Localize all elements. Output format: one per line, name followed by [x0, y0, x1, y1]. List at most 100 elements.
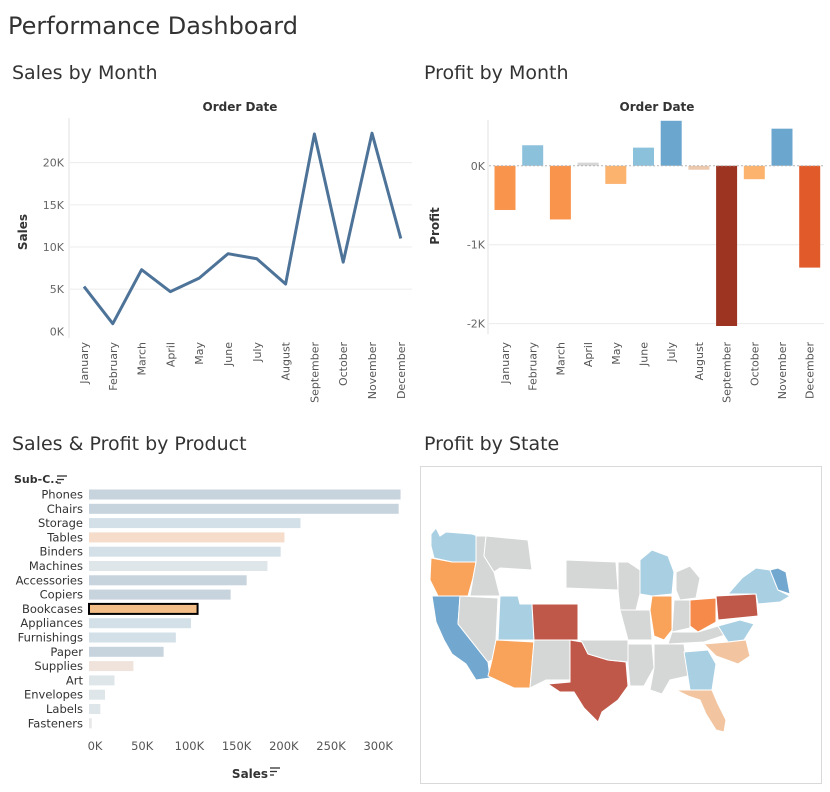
- product-bar[interactable]: [89, 661, 134, 672]
- product-bar[interactable]: [89, 503, 399, 514]
- dashboard-title: Performance Dashboard: [8, 12, 298, 40]
- state-michigan[interactable]: [675, 565, 701, 601]
- profit-y-axis-label: Profit: [428, 207, 442, 245]
- profit-bar[interactable]: [799, 165, 821, 268]
- sales-x-tick-label: July: [251, 342, 264, 363]
- profit-bar[interactable]: [771, 128, 793, 166]
- product-x-tick-label: 200K: [269, 739, 299, 753]
- sales-x-tick-label: November: [366, 342, 379, 400]
- product-category-label: Tables: [46, 530, 83, 544]
- state-georgia[interactable]: [683, 649, 717, 691]
- state-arkansas[interactable]: [627, 643, 655, 687]
- profit-x-tick-label: July: [665, 342, 678, 363]
- product-category-label: Labels: [46, 702, 83, 716]
- sub-category-header[interactable]: Sub-C..: [14, 473, 59, 486]
- profit-x-tick-label: February: [527, 342, 540, 391]
- product-category-label: Storage: [38, 516, 83, 530]
- state-indiana[interactable]: [671, 599, 691, 633]
- product-x-tick-label: 150K: [222, 739, 252, 753]
- product-category-label: Furnishings: [18, 631, 83, 645]
- product-category-label: Art: [66, 673, 84, 687]
- product-category-label: Phones: [41, 488, 83, 502]
- profit-bar[interactable]: [660, 120, 682, 166]
- sales-x-tick-label: June: [222, 342, 235, 367]
- state-mississippi[interactable]: [649, 643, 689, 695]
- state-arizona[interactable]: [487, 639, 535, 689]
- product-x-tick-label: 0K: [88, 739, 103, 753]
- state-florida[interactable]: [675, 689, 727, 733]
- profit-y-tick-label: -2K: [467, 318, 486, 331]
- sales-x-axis-label: Sales: [232, 767, 268, 781]
- state-ohio[interactable]: [689, 597, 717, 633]
- state-north-carolina[interactable]: [702, 639, 751, 665]
- sales-profit-by-product-title: Sales & Profit by Product: [12, 433, 247, 455]
- profit-bar[interactable]: [494, 165, 516, 210]
- profit-bar[interactable]: [743, 165, 765, 180]
- profit-bar[interactable]: [522, 145, 544, 166]
- profit-y-tick-label: -1K: [467, 239, 486, 252]
- profit-by-month-title: Profit by Month: [424, 62, 569, 84]
- profit-by-state-map[interactable]: [420, 466, 822, 784]
- product-category-label: Fasteners: [28, 716, 83, 730]
- state-maine[interactable]: [769, 567, 791, 595]
- product-bar[interactable]: [89, 689, 106, 700]
- product-bar[interactable]: [89, 546, 281, 557]
- product-bar[interactable]: [88, 602, 199, 615]
- sales-x-tick-label: December: [395, 342, 408, 400]
- product-bar[interactable]: [89, 518, 301, 529]
- product-bar[interactable]: [89, 632, 176, 643]
- product-bar[interactable]: [89, 675, 115, 686]
- state-pennsylvania[interactable]: [715, 593, 759, 621]
- sales-series-line: [82, 131, 403, 326]
- sales-profit-by-product-chart: Sub-C.. PhonesChairsStorageTablesBinders…: [14, 473, 401, 781]
- state-wisconsin[interactable]: [639, 549, 675, 597]
- profit-x-tick-label: November: [776, 342, 789, 400]
- profit-bar[interactable]: [577, 162, 599, 166]
- state-oregon[interactable]: [429, 557, 477, 597]
- profit-x-tick-label: January: [499, 342, 512, 385]
- profit-x-tick-label: December: [804, 342, 817, 400]
- profit-y-tick-label: 0K: [471, 160, 486, 173]
- sort-icon[interactable]: [270, 767, 280, 776]
- product-bar[interactable]: [89, 704, 101, 714]
- profit-bar[interactable]: [633, 147, 654, 166]
- state-illinois[interactable]: [649, 595, 673, 641]
- product-bar[interactable]: [89, 575, 247, 586]
- state-virginia[interactable]: [717, 619, 755, 643]
- product-bar[interactable]: [89, 646, 164, 657]
- profit-x-tick-label: September: [721, 342, 734, 403]
- product-category-label: Bookcases: [22, 602, 83, 616]
- state-utah[interactable]: [497, 595, 535, 641]
- state-north-dakota[interactable]: [565, 559, 619, 591]
- state-montana[interactable]: [483, 535, 533, 573]
- profit-x-tick-label: October: [748, 342, 761, 386]
- product-category-label: Copiers: [40, 588, 83, 602]
- profit-bar[interactable]: [716, 165, 738, 326]
- sales-y-axis-label: Sales: [16, 214, 30, 250]
- profit-bar[interactable]: [688, 165, 710, 170]
- sales-x-tick-label: February: [107, 342, 120, 391]
- sort-icon[interactable]: [57, 475, 67, 484]
- product-bar[interactable]: [89, 718, 92, 729]
- state-washington[interactable]: [430, 527, 479, 563]
- state-minnesota[interactable]: [617, 561, 641, 611]
- profit-bar[interactable]: [605, 165, 627, 184]
- product-category-label: Paper: [50, 645, 83, 659]
- product-x-tick-label: 250K: [316, 739, 346, 753]
- profit-bar[interactable]: [549, 165, 571, 220]
- product-bar[interactable]: [89, 561, 268, 571]
- profit-x-tick-label: June: [638, 342, 651, 367]
- product-category-label: Envelopes: [24, 688, 83, 702]
- state-colorado[interactable]: [531, 603, 579, 641]
- product-bar[interactable]: [89, 618, 191, 629]
- state-iowa[interactable]: [619, 609, 653, 641]
- profit-x-tick-label: March: [554, 342, 567, 376]
- product-category-label: Accessories: [16, 573, 83, 587]
- state-new-york[interactable]: [726, 567, 792, 605]
- product-bar[interactable]: [89, 489, 401, 500]
- product-bar[interactable]: [89, 532, 285, 543]
- sales-x-tick-label: January: [78, 342, 91, 385]
- sales-x-tick-label: August: [280, 341, 293, 380]
- state-new-mexico[interactable]: [529, 639, 571, 689]
- product-bar[interactable]: [89, 589, 231, 600]
